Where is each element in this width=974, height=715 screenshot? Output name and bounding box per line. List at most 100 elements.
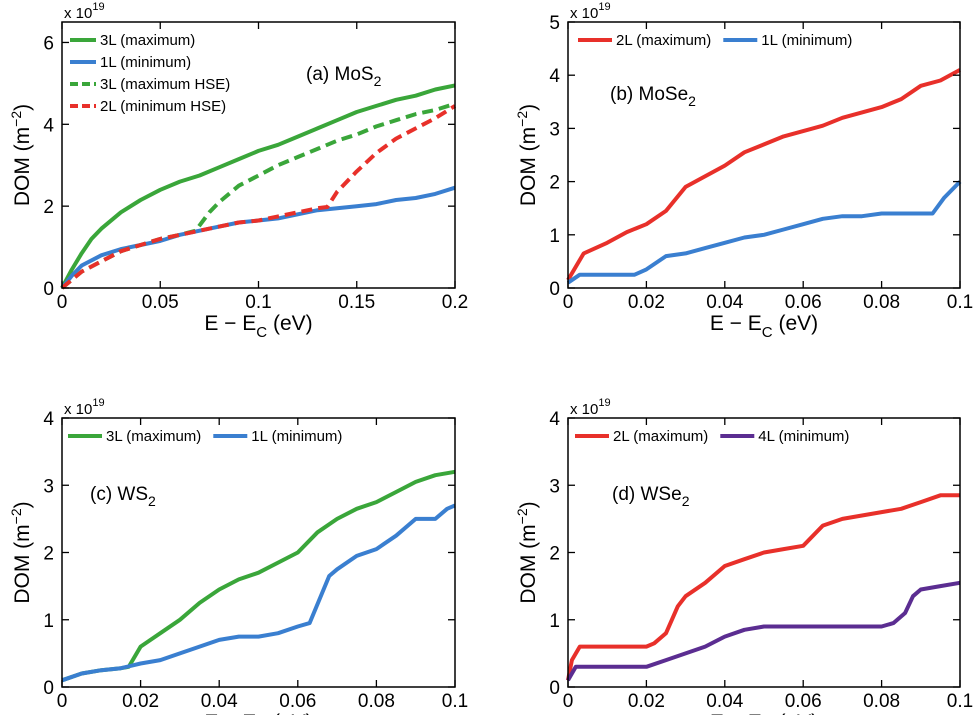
x-tick-label: 0.08 bbox=[863, 292, 900, 313]
y-label-superscript: −2 bbox=[8, 508, 24, 524]
legend-c: 3L (maximum) 1L (minimum) bbox=[68, 428, 342, 445]
x-tick-label: 0 bbox=[57, 691, 68, 712]
y-tick-label: 3 bbox=[549, 476, 560, 497]
panel-title-a: (a) MoS2 bbox=[306, 64, 382, 89]
y-label-close: ) bbox=[11, 501, 34, 508]
y-tick-label: 5 bbox=[549, 13, 560, 34]
x-tick-label: 0 bbox=[563, 691, 574, 712]
y-label-close: ) bbox=[517, 104, 540, 111]
legend-label: 3L (maximum HSE) bbox=[100, 76, 230, 93]
panel-title-main: (c) WS bbox=[90, 484, 148, 505]
series-line-a-1 bbox=[60, 185, 456, 290]
x-tick-label: 0.06 bbox=[785, 292, 822, 313]
series-line-b-0 bbox=[566, 68, 961, 282]
y-multiplier-exponent: 19 bbox=[92, 1, 104, 13]
panel-title-subscript: 2 bbox=[688, 93, 696, 109]
series-line-a-2 bbox=[60, 101, 456, 290]
y-tick-label: 0 bbox=[549, 279, 560, 300]
y-tick-label: 2 bbox=[549, 173, 560, 194]
legend-b: 2L (maximum) 1L (minimum) bbox=[578, 32, 852, 49]
y-multiplier-exponent: 19 bbox=[598, 1, 610, 13]
y-multiplier-base: x 10 bbox=[570, 5, 598, 22]
legend-label: 2L (maximum) bbox=[613, 428, 708, 445]
y-label-main: DOM (m bbox=[11, 524, 34, 603]
x-label-main: E − E bbox=[710, 312, 762, 335]
chart-panel-d: 0 0.02 0.04 0.06 0.08 0.1 0 1 2 3 4 x 1019 E − EC (e… bbox=[514, 397, 973, 715]
y-label-superscript: −2 bbox=[514, 508, 530, 524]
series-line-a-0 bbox=[60, 83, 456, 289]
y-tick-label: 0 bbox=[43, 279, 54, 300]
x-label-unit: (eV) bbox=[267, 312, 313, 335]
x-tick-label: 0.02 bbox=[628, 691, 665, 712]
x-tick-label: 0 bbox=[563, 292, 574, 313]
panel-title-b: (b) MoSe2 bbox=[610, 84, 696, 109]
legend-label: 1L (minimum) bbox=[761, 32, 852, 49]
y-multiplier-exponent: 19 bbox=[598, 397, 610, 409]
x-label-unit: (eV) bbox=[773, 312, 819, 335]
y-multiplier-b: x 1019 bbox=[570, 1, 611, 22]
y-tick-label: 4 bbox=[549, 409, 560, 430]
y-multiplier-base: x 10 bbox=[570, 401, 598, 418]
y-multiplier-a: x 1019 bbox=[64, 1, 105, 22]
panel-title-main: (b) MoSe bbox=[610, 84, 688, 105]
x-label-main: E − E bbox=[204, 312, 256, 335]
x-tick-label: 0 bbox=[57, 292, 68, 313]
plot-frame-c bbox=[61, 417, 456, 688]
panel-title-main: (d) WSe bbox=[612, 484, 682, 505]
x-tick-label: 0.08 bbox=[863, 691, 900, 712]
x-axis-label-b: E − EC (eV) bbox=[710, 312, 818, 341]
panel-title-c: (c) WS2 bbox=[90, 484, 156, 509]
x-tick-label: 0.05 bbox=[142, 292, 179, 313]
y-label-main: DOM (m bbox=[517, 524, 540, 603]
legend-label: 1L (minimum) bbox=[251, 428, 342, 445]
x-label-main: E − E bbox=[204, 711, 256, 715]
y-tick-label: 1 bbox=[549, 611, 560, 632]
legend-label: 3L (maximum) bbox=[106, 428, 201, 445]
y-tick-label: 0 bbox=[549, 678, 560, 699]
y-tick-label: 2 bbox=[549, 544, 560, 565]
y-axis-label-c: DOM (m−2) bbox=[8, 501, 34, 603]
x-tick-label: 0.06 bbox=[785, 691, 822, 712]
y-multiplier-base: x 10 bbox=[64, 5, 92, 22]
x-label-unit: (eV) bbox=[267, 711, 313, 715]
y-axis-label-a: DOM (m−2) bbox=[8, 104, 34, 206]
y-label-close: ) bbox=[11, 104, 34, 111]
x-tick-label: 0.04 bbox=[706, 691, 743, 712]
y-label-close: ) bbox=[517, 501, 540, 508]
x-tick-label: 0.1 bbox=[442, 691, 468, 712]
x-label-unit: (eV) bbox=[773, 711, 819, 715]
x-tick-label: 0.2 bbox=[442, 292, 468, 313]
legend-label: 1L (minimum) bbox=[100, 54, 191, 71]
y-label-main: DOM (m bbox=[517, 127, 540, 206]
x-tick-label: 0.1 bbox=[245, 292, 271, 313]
panel-title-subscript: 2 bbox=[374, 73, 382, 89]
plot-frame-b bbox=[567, 21, 961, 289]
y-tick-label: 4 bbox=[43, 115, 54, 136]
y-label-superscript: −2 bbox=[8, 111, 24, 127]
y-tick-label: 6 bbox=[43, 33, 54, 54]
y-tick-label: 1 bbox=[549, 226, 560, 247]
y-tick-label: 4 bbox=[549, 66, 560, 87]
chart-panel-a: 0 0.05 0.1 0.15 0.2 0 2 4 6 x 1019 E − EC (eV) DOM … bbox=[8, 1, 468, 341]
y-label-superscript: −2 bbox=[514, 111, 530, 127]
y-multiplier-base: x 10 bbox=[64, 401, 92, 418]
y-tick-label: 2 bbox=[43, 197, 54, 218]
y-tick-label: 4 bbox=[43, 409, 54, 430]
legend-label: 3L (maximum) bbox=[100, 32, 195, 49]
series-line-b-1 bbox=[566, 180, 962, 285]
x-tick-label: 0.1 bbox=[947, 691, 973, 712]
y-tick-label: 0 bbox=[43, 678, 54, 699]
x-tick-label: 0.15 bbox=[338, 292, 375, 313]
y-multiplier-d: x 1019 bbox=[570, 397, 611, 418]
y-tick-label: 3 bbox=[43, 476, 54, 497]
panel-title-main: (a) MoS bbox=[306, 64, 374, 85]
x-tick-label: 0.04 bbox=[201, 691, 238, 712]
panel-title-subscript: 2 bbox=[148, 493, 156, 509]
series-line-c-1 bbox=[61, 503, 456, 683]
x-tick-label: 0.06 bbox=[279, 691, 316, 712]
legend-a: 3L (maximum) 1L (minimum) 3L (maximum HSE)… bbox=[70, 32, 230, 115]
y-multiplier-exponent: 19 bbox=[92, 397, 104, 409]
chart-panel-c: 0 0.02 0.04 0.06 0.08 0.1 0 1 2 3 4 x 1019 E − EC (e… bbox=[8, 397, 468, 715]
x-tick-label: 0.04 bbox=[706, 292, 743, 313]
